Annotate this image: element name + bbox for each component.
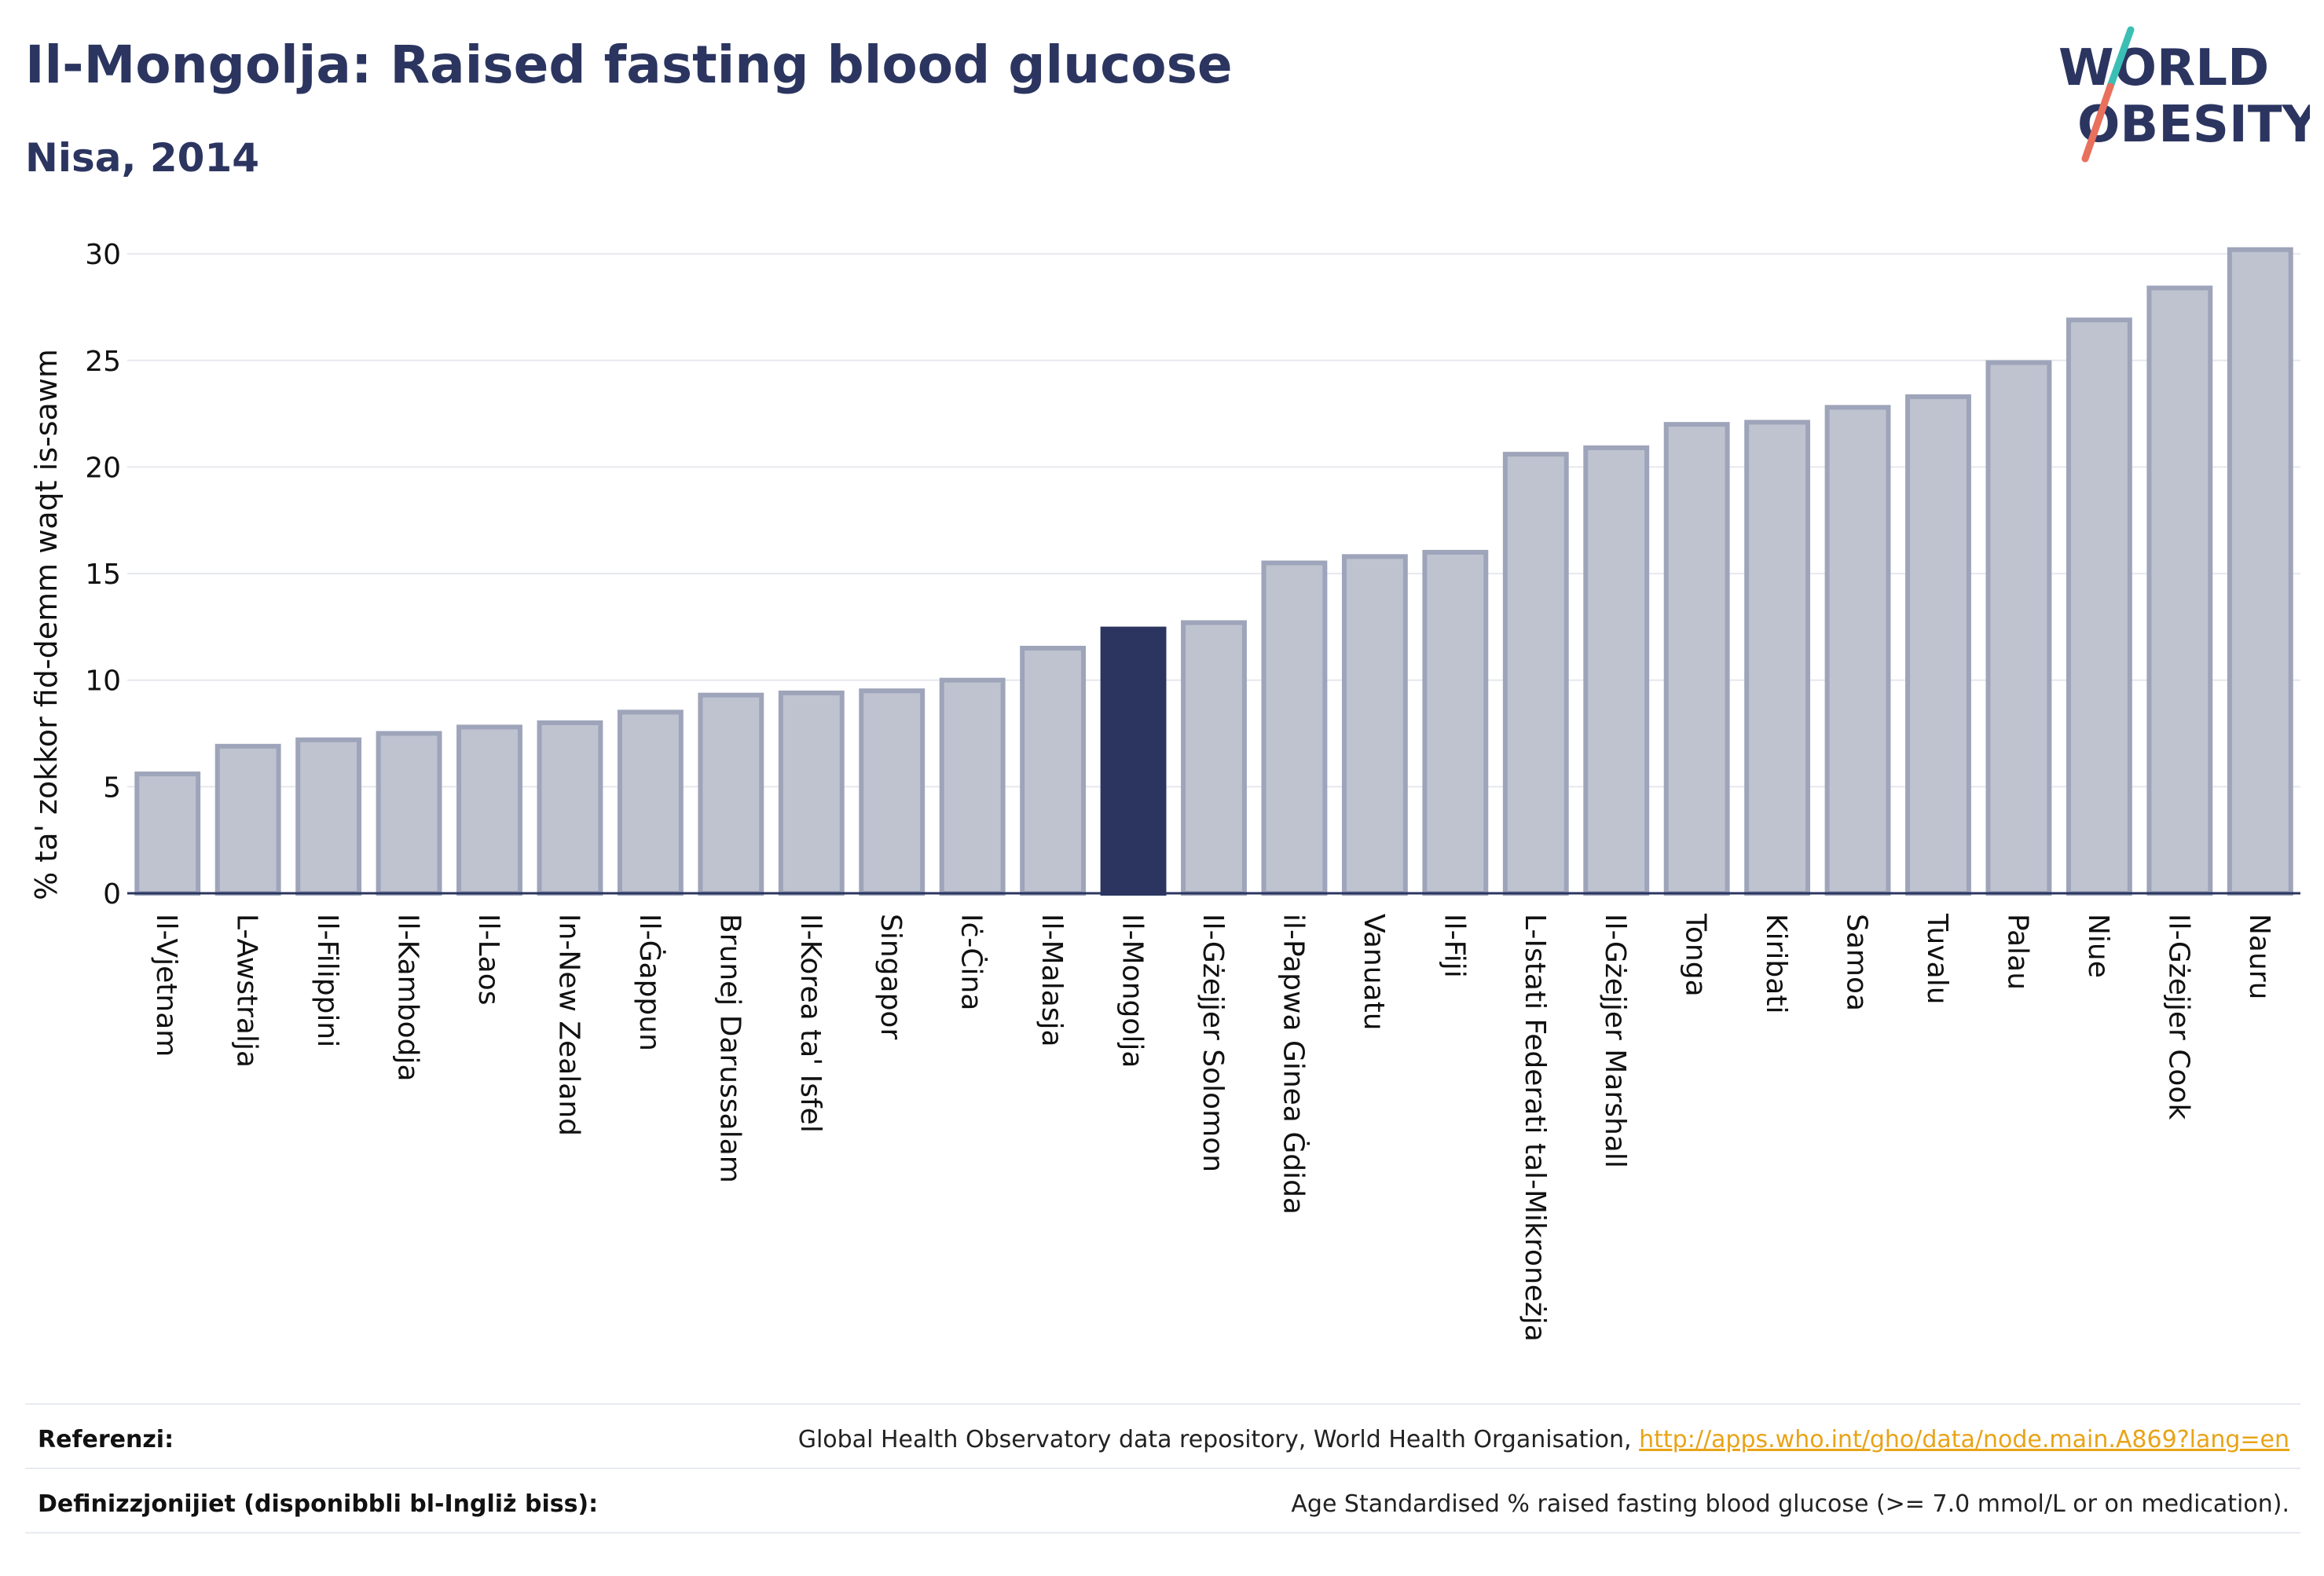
references-text: Global Health Observatory data repositor… bbox=[797, 1426, 1632, 1453]
references-label: Referenzi: bbox=[38, 1426, 174, 1453]
y-tick-label: 30 bbox=[85, 239, 121, 271]
bar-19[interactable] bbox=[1663, 422, 1730, 896]
y-tick-label: 0 bbox=[103, 878, 121, 911]
x-tick-label: Il-Fiji bbox=[1438, 914, 1470, 978]
x-tick-label: Il-Vjetnam bbox=[150, 914, 182, 1057]
bar-25[interactable] bbox=[2146, 285, 2213, 896]
x-tick-label: In-New Zealand bbox=[552, 914, 585, 1136]
x-tick-label: Il-Laos bbox=[472, 914, 504, 1006]
x-tick-label: Singapor bbox=[874, 914, 907, 1039]
bars bbox=[134, 247, 2293, 896]
bar-1[interactable] bbox=[214, 743, 281, 896]
x-tick-label: Il-Malasja bbox=[1036, 914, 1068, 1047]
bar-23[interactable] bbox=[1985, 360, 2052, 896]
bar-7[interactable] bbox=[698, 692, 764, 896]
bar-18[interactable] bbox=[1583, 445, 1650, 896]
references-link[interactable]: http://apps.who.int/gho/data/node.main.A… bbox=[1639, 1426, 2289, 1453]
bar-22[interactable] bbox=[1905, 394, 1971, 896]
x-tick-label: Il-Korea ta' Isfel bbox=[794, 914, 827, 1133]
bar-13[interactable] bbox=[1181, 620, 1247, 896]
chart-title: Il-Mongolja: Raised fasting blood glucos… bbox=[25, 35, 1233, 95]
definitions-label: Definizzjonijiet (disponibbli bl-Ingliż … bbox=[38, 1490, 599, 1518]
y-tick-label: 10 bbox=[85, 665, 121, 698]
bar-4[interactable] bbox=[456, 724, 522, 896]
bar-14[interactable] bbox=[1261, 560, 1328, 896]
y-axis-label: % ta' zokkor fid-demm waqt is-sawm bbox=[29, 349, 64, 900]
x-tick-label: Iċ-Ċina bbox=[955, 914, 988, 1010]
x-tick-label: Il-Gżejjer Marshall bbox=[1599, 914, 1631, 1168]
bar-16[interactable] bbox=[1422, 549, 1489, 896]
bar-26[interactable] bbox=[2227, 247, 2293, 896]
bar-24[interactable] bbox=[2066, 317, 2132, 896]
x-tick-label: Palau bbox=[2001, 914, 2033, 990]
x-tick-label: L-Istati Federati tal-Mikroneżja bbox=[1519, 914, 1551, 1342]
bar-5[interactable] bbox=[537, 720, 603, 896]
bar-6[interactable] bbox=[617, 709, 684, 896]
x-tick-label: Niue bbox=[2082, 914, 2114, 978]
x-tick-label: Nauru bbox=[2243, 914, 2275, 999]
footer-divider-bottom bbox=[25, 1532, 2300, 1534]
x-tick-label: Il-Mongolja bbox=[1116, 914, 1149, 1068]
chart-subtitle: Nisa, 2014 bbox=[25, 135, 260, 181]
bar-17[interactable] bbox=[1502, 452, 1569, 896]
footer-divider-top bbox=[25, 1403, 2300, 1405]
x-tick-label: Tuvalu bbox=[1921, 913, 1953, 1005]
bar-21[interactable] bbox=[1824, 405, 1891, 896]
references-value: Global Health Observatory data repositor… bbox=[798, 1426, 2289, 1453]
bar-2[interactable] bbox=[295, 737, 362, 896]
world-obesity-logo: WORLD OBESITY bbox=[2058, 26, 2310, 163]
y-tick-label: 5 bbox=[103, 772, 121, 804]
logo-slash-top bbox=[2106, 26, 2135, 90]
x-tick-label: Kiribati bbox=[1760, 914, 1792, 1013]
axes: 0 5 10 15 20 25 30 Il-Vjetnam L-Awstralja Il-Fili… bbox=[85, 239, 2300, 1342]
x-tick-label: Il-Kambodja bbox=[392, 914, 424, 1082]
bar-20[interactable] bbox=[1744, 420, 1811, 896]
y-tick-label: 25 bbox=[85, 346, 121, 378]
x-tick-label: il-Papwa Ginea Ġdida bbox=[1277, 914, 1310, 1215]
bar-12[interactable] bbox=[1100, 626, 1167, 896]
x-tick-label: Brunej Darussalam bbox=[713, 914, 746, 1183]
x-tick-label: Tonga bbox=[1680, 913, 1712, 997]
bar-0[interactable] bbox=[134, 772, 201, 896]
bar-10[interactable] bbox=[939, 677, 1006, 896]
logo-line2: OBESITY bbox=[2077, 96, 2310, 154]
x-tick-label: L-Awstralja bbox=[231, 914, 263, 1068]
x-tick-label: Samoa bbox=[1841, 914, 1873, 1011]
definitions-value: Age Standardised % raised fasting blood … bbox=[1291, 1490, 2289, 1518]
footer-divider-middle bbox=[25, 1468, 2300, 1469]
y-tick-label: 15 bbox=[85, 559, 121, 591]
x-tick-label: Il-Gżejjer Cook bbox=[2162, 914, 2194, 1120]
x-tick-label: Vanuatu bbox=[1358, 914, 1390, 1031]
bar-8[interactable] bbox=[778, 690, 845, 896]
y-tick-label: 20 bbox=[85, 452, 121, 484]
bar-chart: 0 5 10 15 20 25 30 Il-Vjetnam L-Awstralja Il-Fili… bbox=[29, 239, 2300, 1342]
bar-3[interactable] bbox=[376, 731, 442, 896]
x-tick-label: Il-Gżejjer Solomon bbox=[1197, 914, 1229, 1172]
logo-slash-bottom bbox=[2081, 82, 2114, 163]
x-tick-label: Il-Ġappun bbox=[633, 914, 666, 1051]
logo-line1: WORLD bbox=[2058, 39, 2269, 97]
bar-9[interactable] bbox=[859, 688, 926, 896]
bar-11[interactable] bbox=[1020, 646, 1087, 896]
bar-15[interactable] bbox=[1341, 554, 1408, 896]
x-tick-label: Il-Filippini bbox=[311, 914, 343, 1047]
